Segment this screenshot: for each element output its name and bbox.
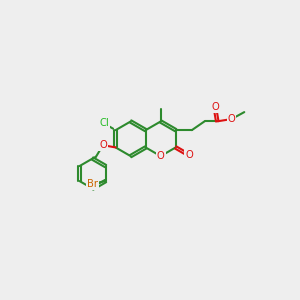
Text: Cl: Cl (99, 118, 109, 128)
Text: O: O (185, 150, 193, 160)
Text: Br: Br (87, 179, 98, 189)
Text: O: O (157, 151, 164, 161)
Text: O: O (228, 114, 236, 124)
Text: O: O (211, 102, 219, 112)
Text: O: O (99, 140, 107, 150)
